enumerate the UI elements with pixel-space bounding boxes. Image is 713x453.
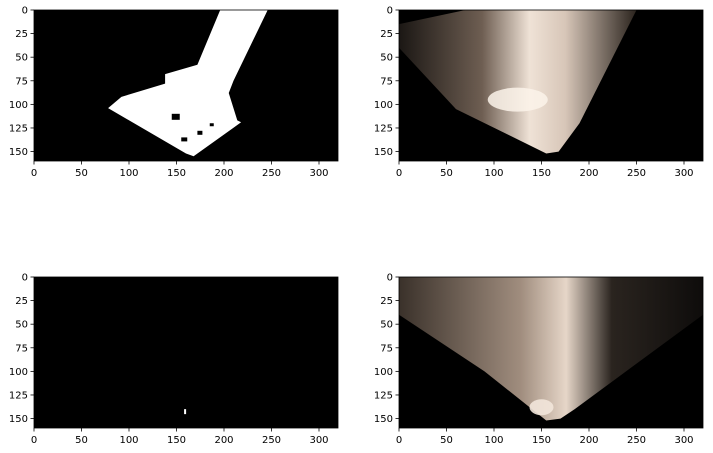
mask-hole [197, 130, 203, 135]
y-tick-label: 50 [380, 53, 393, 64]
y-tick-label: 75 [380, 76, 393, 87]
y-tick-label: 75 [380, 343, 393, 354]
y-tick-label: 25 [15, 29, 28, 40]
y-tick-label: 25 [15, 296, 28, 307]
y-tick-label: 125 [9, 123, 28, 134]
bright-patch [487, 87, 548, 112]
x-tick-label: 300 [674, 168, 693, 179]
x-tick-label: 100 [484, 168, 503, 179]
warped-road [399, 277, 703, 421]
image-area [34, 277, 338, 428]
panel-bottom-right: 0 50 100 150 200 250 300 0 25 50 75 100 125 150 [374, 273, 704, 446]
y-tick-label: 150 [374, 414, 393, 425]
y-tick-label: 50 [380, 320, 393, 331]
x-tick-label: 0 [31, 168, 37, 179]
x-tick-label: 300 [674, 435, 693, 446]
x-tick-label: 50 [75, 168, 88, 179]
x-tick-label: 250 [627, 168, 646, 179]
x-tick-label: 150 [532, 168, 551, 179]
mask-hole [209, 123, 214, 127]
y-tick-label: 150 [374, 147, 393, 158]
bright-patch [529, 399, 554, 416]
x-tick-label: 300 [309, 168, 328, 179]
y-tick-label: 50 [15, 53, 28, 64]
axes-frame [398, 276, 704, 429]
y-tick-label: 100 [374, 367, 393, 378]
x-tick-label: 100 [484, 435, 503, 446]
y-tick-label: 125 [374, 390, 393, 401]
y-tick-label: 50 [15, 320, 28, 331]
x-tick-label: 150 [167, 168, 186, 179]
y-tick-label: 0 [22, 273, 28, 284]
x-tick-label: 50 [75, 435, 88, 446]
panel-bottom-left: 0 50 100 150 200 250 300 0 25 50 75 100 125 150 [9, 273, 339, 446]
y-tick-label: 100 [9, 100, 28, 111]
x-tick-label: 300 [309, 435, 328, 446]
x-tick-label: 250 [262, 168, 281, 179]
x-tick-label: 150 [167, 435, 186, 446]
mask-hole [181, 137, 188, 142]
y-tick-label: 25 [380, 296, 393, 307]
y-tick-label: 125 [9, 390, 28, 401]
x-tick-label: 200 [214, 168, 233, 179]
panel-top-left: 0 50 100 150 200 250 300 0 25 50 75 100 125 150 [9, 6, 339, 179]
y-tick-label: 150 [9, 414, 28, 425]
y-tick-label: 0 [22, 6, 28, 17]
x-tick-label: 100 [119, 168, 138, 179]
x-tick-label: 250 [627, 435, 646, 446]
y-tick-label: 0 [387, 6, 393, 17]
mask-hole [171, 113, 180, 120]
y-tick-label: 75 [15, 343, 28, 354]
mask-speck [184, 409, 187, 415]
y-tick-label: 100 [374, 100, 393, 111]
x-tick-label: 0 [396, 168, 402, 179]
y-tick-label: 150 [9, 147, 28, 158]
y-tick-label: 25 [380, 29, 393, 40]
x-tick-label: 50 [440, 168, 453, 179]
x-tick-label: 250 [262, 435, 281, 446]
x-tick-label: 150 [532, 435, 551, 446]
x-tick-label: 50 [440, 435, 453, 446]
axes-frame [33, 276, 339, 429]
mask-region [108, 10, 268, 157]
x-tick-label: 200 [579, 168, 598, 179]
x-tick-label: 100 [119, 435, 138, 446]
y-tick-label: 100 [9, 367, 28, 378]
panel-top-right: 0 50 100 150 200 250 300 0 25 50 75 100 125 150 [374, 6, 704, 179]
warped-road [399, 10, 637, 154]
axes-frame [398, 9, 704, 162]
y-tick-label: 125 [374, 123, 393, 134]
x-tick-label: 200 [214, 435, 233, 446]
x-tick-label: 0 [396, 435, 402, 446]
x-tick-label: 200 [579, 435, 598, 446]
y-tick-label: 0 [387, 273, 393, 284]
y-tick-label: 75 [15, 76, 28, 87]
x-tick-label: 0 [31, 435, 37, 446]
axes-frame [33, 9, 339, 162]
